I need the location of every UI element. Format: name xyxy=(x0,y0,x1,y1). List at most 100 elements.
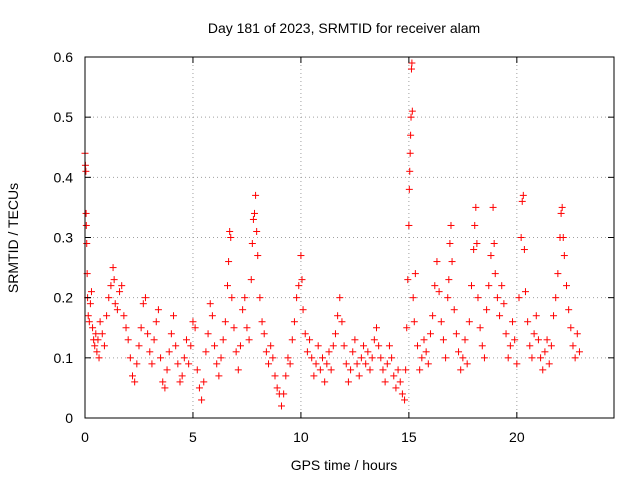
data-point xyxy=(437,318,445,326)
data-point xyxy=(105,294,113,302)
data-point xyxy=(208,312,216,320)
data-point xyxy=(157,354,165,362)
data-point xyxy=(245,336,253,344)
data-point xyxy=(180,354,188,362)
data-point xyxy=(204,330,212,338)
data-point xyxy=(559,234,567,241)
chart-title: Day 181 of 2023, SRMTID for receiver ala… xyxy=(208,20,480,36)
data-point xyxy=(239,306,247,314)
data-point xyxy=(306,336,314,344)
data-point xyxy=(496,312,504,320)
data-point xyxy=(349,348,357,356)
data-point xyxy=(82,167,90,175)
data-point xyxy=(381,378,389,386)
data-point xyxy=(221,318,229,326)
data-point xyxy=(146,348,154,356)
data-point xyxy=(92,330,100,338)
data-point xyxy=(442,354,450,362)
data-point xyxy=(113,306,121,314)
data-point xyxy=(258,318,266,326)
data-point xyxy=(569,342,577,350)
x-tick-label: 0 xyxy=(81,429,89,445)
data-point xyxy=(193,366,201,374)
data-point xyxy=(129,372,137,380)
data-point xyxy=(211,342,219,350)
data-point xyxy=(455,348,463,356)
data-point xyxy=(474,294,482,302)
data-point xyxy=(206,300,214,308)
data-point xyxy=(366,366,374,374)
data-point xyxy=(213,360,221,368)
data-point xyxy=(406,167,414,175)
data-point xyxy=(334,312,342,320)
data-point xyxy=(433,258,441,266)
data-point xyxy=(271,372,279,380)
data-point xyxy=(286,360,294,368)
data-point xyxy=(187,342,195,350)
data-point xyxy=(372,324,380,332)
data-point xyxy=(565,306,573,314)
data-point xyxy=(254,252,262,260)
data-point xyxy=(89,324,97,332)
data-point xyxy=(575,348,583,356)
data-point xyxy=(288,336,296,344)
y-tick-label: 0.3 xyxy=(54,230,74,246)
data-point xyxy=(340,342,348,350)
data-point xyxy=(107,282,115,290)
data-point xyxy=(355,372,363,380)
data-point xyxy=(303,348,311,356)
data-point xyxy=(530,330,538,338)
data-point xyxy=(185,360,193,368)
data-point xyxy=(558,203,566,211)
data-point xyxy=(141,294,149,302)
data-point xyxy=(248,240,256,248)
data-point xyxy=(161,384,169,392)
data-point xyxy=(139,300,147,308)
data-point xyxy=(562,282,570,290)
data-point xyxy=(511,336,519,344)
data-point xyxy=(182,336,190,344)
data-point xyxy=(467,282,475,290)
data-point xyxy=(370,336,378,344)
data-point xyxy=(489,203,497,211)
data-point xyxy=(401,396,409,404)
data-point xyxy=(411,270,419,278)
data-point xyxy=(471,221,479,229)
data-point xyxy=(552,294,560,302)
data-point xyxy=(282,372,290,380)
data-point xyxy=(493,294,501,302)
data-point xyxy=(82,209,90,217)
data-point xyxy=(524,318,532,326)
data-point xyxy=(521,288,529,296)
x-tick-label: 15 xyxy=(401,429,417,445)
data-point xyxy=(547,342,555,350)
data-point xyxy=(327,366,335,374)
data-point xyxy=(163,366,171,374)
data-point xyxy=(232,348,240,356)
data-point xyxy=(539,366,547,374)
data-point xyxy=(133,360,141,368)
data-point xyxy=(537,354,545,362)
data-point xyxy=(429,312,437,320)
data-point xyxy=(198,396,206,404)
x-tick-label: 5 xyxy=(189,429,197,445)
data-point xyxy=(148,360,156,368)
data-point xyxy=(135,342,143,350)
y-tick-label: 0.5 xyxy=(54,109,74,125)
data-point xyxy=(329,342,337,350)
data-point xyxy=(241,294,249,302)
data-point xyxy=(93,348,101,356)
data-point xyxy=(519,191,527,199)
data-point xyxy=(498,282,506,290)
data-point xyxy=(230,324,238,332)
data-point xyxy=(131,378,139,386)
y-tick-label: 0 xyxy=(65,410,73,426)
data-point xyxy=(290,318,298,326)
data-point xyxy=(200,378,208,386)
data-point xyxy=(528,354,536,362)
data-point xyxy=(422,348,430,356)
data-point xyxy=(407,131,415,139)
y-axis-ticks: 0 0.1 0.2 0.3 0.4 0.5 0.6 xyxy=(54,49,614,426)
data-point xyxy=(280,390,288,398)
data-point xyxy=(165,348,173,356)
